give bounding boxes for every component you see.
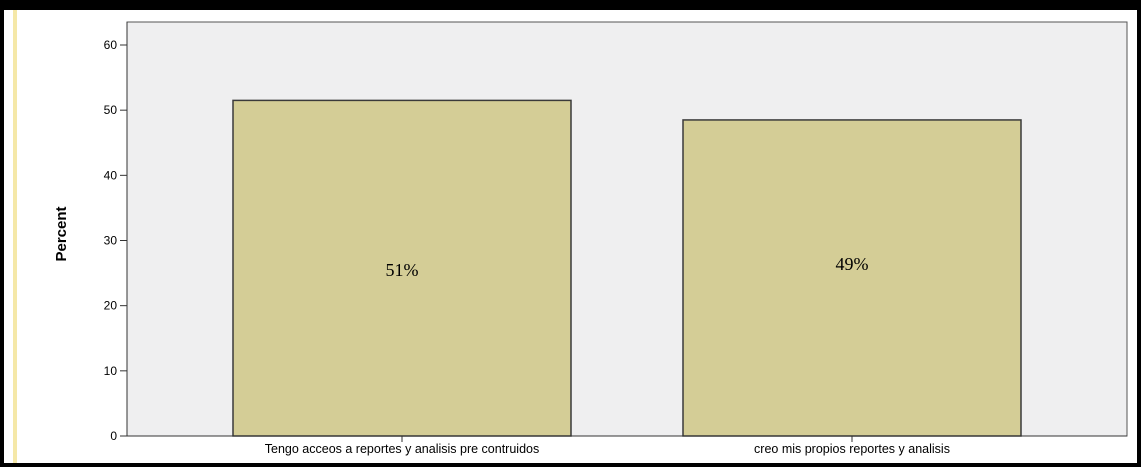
- x-tick-label: Tengo acceos a reportes y analisis pre c…: [265, 442, 539, 456]
- y-tick-label: 30: [104, 234, 118, 248]
- y-tick-label: 0: [110, 429, 117, 443]
- top-band: [0, 0, 1141, 10]
- bar-data-label: 51%: [386, 260, 419, 280]
- bars: 51% 49%: [232, 99, 1022, 437]
- bar: [682, 119, 1022, 437]
- y-tick-label: 20: [104, 299, 118, 313]
- x-tick-label: creo mis propios reportes y analisis: [754, 442, 950, 456]
- bar-data-label: 49%: [836, 254, 869, 274]
- x-axis: Tengo acceos a reportes y analisis pre c…: [127, 435, 1127, 456]
- y-axis-label: Percent: [53, 206, 70, 261]
- y-tick-label: 40: [104, 168, 118, 182]
- left-accent-strip: [13, 4, 17, 463]
- y-tick-label: 10: [104, 364, 118, 378]
- bar: [232, 99, 572, 437]
- y-tick-label: 50: [104, 103, 118, 117]
- y-tick-label: 60: [104, 38, 118, 52]
- y-axis: 0 10 20 30 40 50 60: [104, 22, 128, 443]
